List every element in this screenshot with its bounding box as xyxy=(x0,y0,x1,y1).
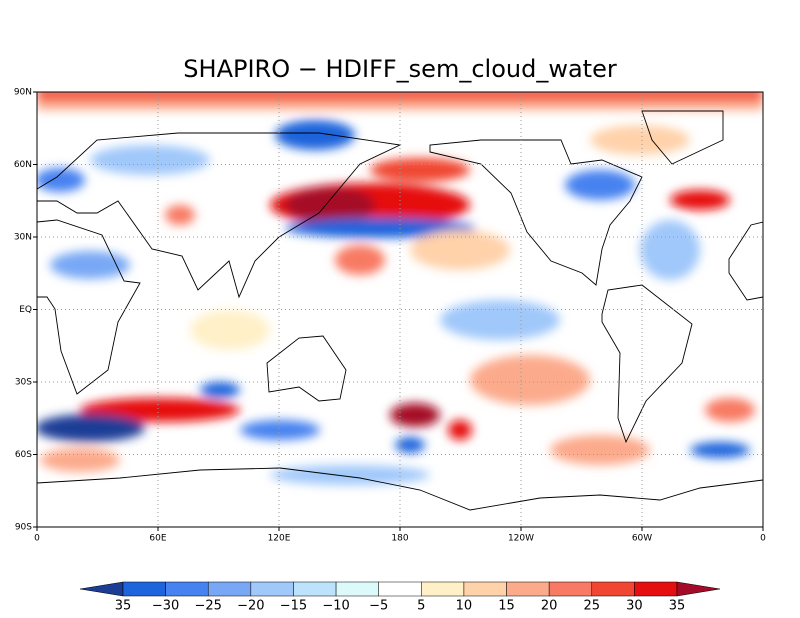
colorbar-label: −10 xyxy=(322,599,349,614)
colorbar-bin xyxy=(250,581,294,597)
x-tick-label: 0 xyxy=(34,534,40,544)
colorbar-bin xyxy=(548,581,593,597)
colorbar-label: 20 xyxy=(541,599,558,614)
field xyxy=(37,92,763,527)
north-america xyxy=(429,139,643,286)
australia xyxy=(266,335,347,402)
colorbar-label: 10 xyxy=(456,599,473,614)
y-tick-label: 60N xyxy=(14,160,32,170)
colorbar-bin xyxy=(591,581,635,597)
colorbar-label: 35 xyxy=(115,599,132,614)
colorbar-bin xyxy=(293,581,337,597)
eurasia xyxy=(37,132,402,299)
x-tick-label: 180 xyxy=(391,534,408,544)
x-tick-label: 60W xyxy=(632,534,652,544)
antarctica xyxy=(37,467,763,511)
title: SHAPIRO − HDIFF_sem_cloud_water xyxy=(183,55,617,83)
colorbar-label: −15 xyxy=(280,599,307,614)
x-tick-label: 0 xyxy=(760,534,766,544)
y-tick-label: 90S xyxy=(15,523,32,533)
y-tick-label: EQ xyxy=(19,305,32,315)
x-tick-label: 60E xyxy=(149,534,166,544)
colorbar-label: 15 xyxy=(498,599,515,614)
colorbar-label: −30 xyxy=(152,599,179,614)
colorbar-label: 35 xyxy=(669,599,686,614)
colorbar-label: 25 xyxy=(583,599,600,614)
y-tick-label: 30S xyxy=(15,378,32,388)
colorbar-extend-high xyxy=(676,581,721,597)
colorbar-bin xyxy=(421,581,465,597)
colorbar-label: −20 xyxy=(237,599,264,614)
colorbar-bin xyxy=(335,581,379,597)
west-africa xyxy=(728,221,763,301)
colorbar-label: −5 xyxy=(369,599,388,614)
x-tick-label: 120E xyxy=(268,534,291,544)
colorbar-extend-low xyxy=(79,581,124,597)
coastlines xyxy=(37,110,763,511)
colorbar-bin xyxy=(463,581,507,597)
colorbar: 35 −30 −25 −20 −15 −10 −5 5 10 15 20 25 30 35 xyxy=(79,581,721,614)
colorbar-bin xyxy=(378,581,422,597)
colorbar-bin xyxy=(506,581,550,597)
colorbar-bin xyxy=(165,581,209,597)
south-america xyxy=(601,284,693,444)
colorbar-bin xyxy=(634,581,678,597)
greenland xyxy=(641,110,724,165)
y-tick-label: 30N xyxy=(14,233,32,243)
colorbar-label: −25 xyxy=(195,599,222,614)
y-tick-label: 90N xyxy=(14,88,32,98)
colorbar-bin xyxy=(122,581,166,597)
colorbar-label: 5 xyxy=(417,599,425,614)
colorbar-label: 30 xyxy=(626,599,643,614)
africa xyxy=(37,219,141,395)
x-tick-label: 120W xyxy=(508,534,534,544)
y-tick-label: 60S xyxy=(15,450,32,460)
colorbar-bin xyxy=(207,581,252,597)
